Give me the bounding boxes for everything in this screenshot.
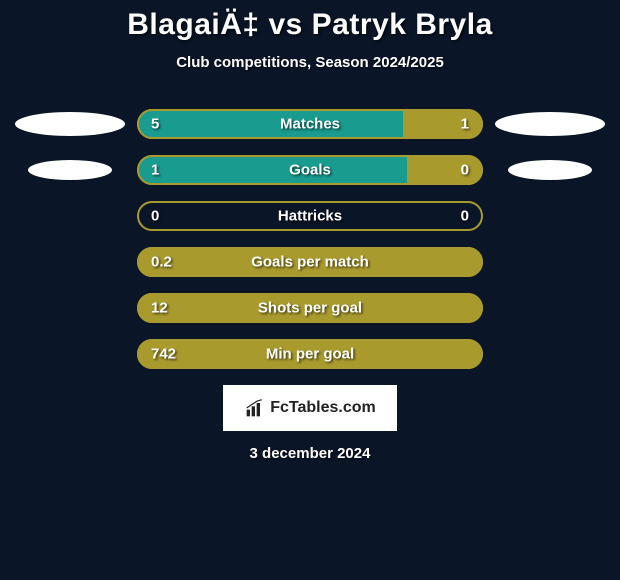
stat-label: Shots per goal [258,300,362,317]
jersey-ellipse-left [28,160,112,180]
stat-bar: 1 0 Goals [137,155,483,185]
value-left: 0.2 [151,254,172,271]
stat-label: Goals per match [251,254,369,271]
stat-row: 0 0 Hattricks [0,201,620,231]
bar-fill-left [137,155,407,185]
value-left: 742 [151,346,176,363]
stat-row: 1 0 Goals [0,155,620,185]
value-right: 1 [461,116,469,133]
branding-badge: FcTables.com [223,385,397,431]
stat-bar: 742 Min per goal [137,339,483,369]
stat-label: Min per goal [266,346,354,363]
jersey-ellipse-right [508,160,592,180]
stat-label: Goals [289,162,331,179]
stat-row: 0.2 Goals per match [0,247,620,277]
stat-bar: 0 0 Hattricks [137,201,483,231]
main-container: BlagaiÄ‡ vs Patryk Bryla Club competitio… [0,0,620,462]
subtitle: Club competitions, Season 2024/2025 [0,54,620,71]
stat-row: 742 Min per goal [0,339,620,369]
date-text: 3 december 2024 [0,445,620,462]
jersey-ellipse-left [15,112,125,136]
stat-bar: 12 Shots per goal [137,293,483,323]
stat-bar: 5 1 Matches [137,109,483,139]
bar-fill-right [403,109,483,139]
value-left: 5 [151,116,159,133]
stat-label: Matches [280,116,340,133]
stat-row: 12 Shots per goal [0,293,620,323]
branding-text: FcTables.com [270,399,376,417]
stat-label: Hattricks [278,208,342,225]
value-left: 0 [151,208,159,225]
value-right: 0 [461,208,469,225]
jersey-ellipse-right [495,112,605,136]
bar-fill-right [407,155,483,185]
stat-row: 5 1 Matches [0,109,620,139]
page-title: BlagaiÄ‡ vs Patryk Bryla [0,8,620,42]
stats-rows: 5 1 Matches 1 0 Goals 0 0 Hattricks 0.2 Goals per … [0,109,620,369]
value-left: 12 [151,300,168,317]
value-right: 0 [461,162,469,179]
chart-icon [244,397,266,419]
value-left: 1 [151,162,159,179]
bar-fill-left [137,109,403,139]
stat-bar: 0.2 Goals per match [137,247,483,277]
